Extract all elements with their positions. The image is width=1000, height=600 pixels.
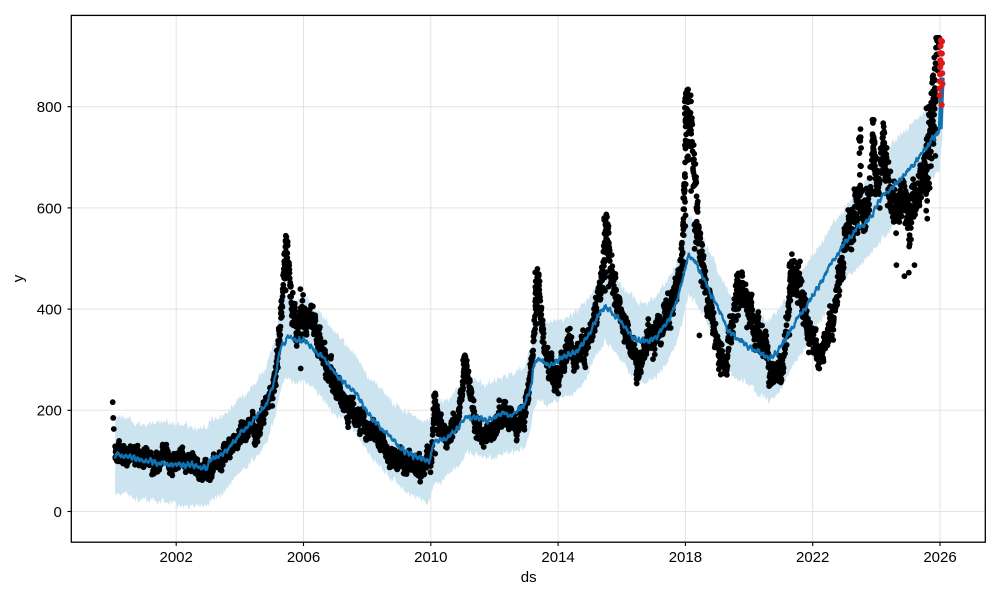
svg-text:800: 800 xyxy=(37,99,62,116)
svg-text:0: 0 xyxy=(53,504,61,521)
svg-text:400: 400 xyxy=(37,302,62,319)
svg-text:2018: 2018 xyxy=(669,549,702,566)
svg-text:200: 200 xyxy=(37,403,62,420)
svg-text:2002: 2002 xyxy=(160,549,193,566)
svg-text:2010: 2010 xyxy=(414,549,447,566)
svg-text:y: y xyxy=(10,274,27,282)
svg-text:ds: ds xyxy=(521,569,537,586)
svg-text:2026: 2026 xyxy=(923,549,956,566)
svg-text:600: 600 xyxy=(37,200,62,217)
svg-text:2022: 2022 xyxy=(796,549,829,566)
svg-text:2006: 2006 xyxy=(287,549,320,566)
svg-text:2014: 2014 xyxy=(541,549,574,566)
